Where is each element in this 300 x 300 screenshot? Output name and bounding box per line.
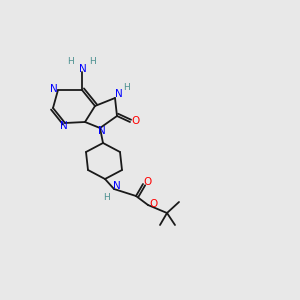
Text: N: N	[113, 181, 121, 191]
Text: N: N	[79, 64, 87, 74]
Text: H: H	[103, 194, 110, 202]
Text: H: H	[124, 82, 130, 91]
Text: N: N	[98, 126, 106, 136]
Text: N: N	[115, 89, 123, 99]
Text: O: O	[144, 177, 152, 187]
Text: N: N	[60, 121, 68, 131]
Text: H: H	[90, 56, 96, 65]
Text: O: O	[131, 116, 139, 126]
Text: H: H	[68, 56, 74, 65]
Text: O: O	[150, 199, 158, 209]
Text: N: N	[50, 84, 58, 94]
